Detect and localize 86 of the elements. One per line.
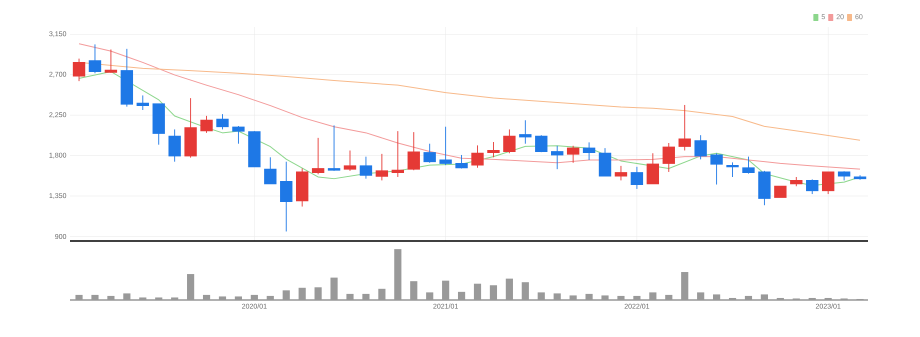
candlestick <box>216 114 229 130</box>
bar <box>330 278 338 300</box>
bar <box>187 274 194 300</box>
bar <box>346 294 354 300</box>
bar <box>234 296 242 300</box>
bar <box>633 296 640 300</box>
bar <box>282 290 290 300</box>
bar <box>123 293 130 300</box>
bar <box>474 284 482 300</box>
candlestick <box>614 165 628 181</box>
bar <box>490 285 498 300</box>
bar <box>218 296 226 300</box>
candlestick <box>822 171 834 195</box>
bar <box>298 288 306 300</box>
candlestick <box>88 44 102 74</box>
bar <box>362 294 370 300</box>
candlestick <box>360 156 372 180</box>
candlestick <box>630 166 644 190</box>
bar <box>107 296 114 300</box>
candlestick <box>104 49 118 74</box>
bar <box>155 297 162 300</box>
candlestick <box>455 154 468 169</box>
candlestick <box>487 142 500 158</box>
candlestick <box>72 58 86 82</box>
bar <box>697 292 704 300</box>
candlestick <box>662 142 675 172</box>
candlestick <box>678 104 691 151</box>
candlestick <box>582 142 596 160</box>
bar <box>554 293 561 300</box>
candlestick <box>806 178 818 195</box>
bar <box>250 294 258 300</box>
bar <box>458 292 466 300</box>
candlestick <box>535 134 548 153</box>
candlestick <box>519 120 532 144</box>
bar <box>665 294 672 300</box>
candlestick <box>566 145 580 164</box>
bar <box>75 294 83 300</box>
candlestick <box>312 137 324 175</box>
candlestick <box>280 161 292 232</box>
candlestick <box>408 132 420 171</box>
candlestick <box>726 162 739 178</box>
candlestick <box>392 130 404 178</box>
candlestick <box>551 145 564 170</box>
bar <box>522 282 529 300</box>
bar <box>91 294 99 300</box>
bar <box>171 297 178 300</box>
bar <box>538 292 545 300</box>
bar <box>649 292 656 300</box>
bar <box>426 292 434 300</box>
candlestick <box>790 176 802 187</box>
candlestick <box>774 186 787 198</box>
candlestick <box>264 156 276 184</box>
candlestick <box>471 144 484 168</box>
candlestick <box>328 124 340 172</box>
bar <box>394 249 402 300</box>
candlestick <box>424 143 436 164</box>
candlestick <box>710 152 723 185</box>
bar <box>570 295 577 300</box>
bar <box>617 296 625 300</box>
bar <box>202 294 210 300</box>
candlestick <box>838 170 850 181</box>
candlestick <box>136 94 149 110</box>
bar <box>506 278 513 300</box>
candlestick <box>742 156 755 174</box>
bar <box>744 296 752 300</box>
bar <box>378 288 386 300</box>
bar <box>442 280 450 300</box>
bar <box>139 297 146 300</box>
bar <box>681 272 688 300</box>
candlestick <box>168 128 181 162</box>
candlestick <box>439 126 452 166</box>
bar <box>585 294 593 300</box>
candlestick <box>376 153 388 181</box>
candlestick <box>200 115 213 134</box>
candlestick <box>598 148 612 176</box>
candlestick <box>503 128 516 154</box>
candlestick <box>232 126 245 144</box>
candlestick <box>694 134 707 160</box>
candlestick <box>646 152 660 184</box>
bar <box>760 294 768 300</box>
bar <box>410 281 418 300</box>
candlestick <box>344 150 356 172</box>
bar <box>266 296 274 300</box>
bar <box>601 295 609 300</box>
bar <box>713 294 720 300</box>
bar <box>314 287 322 300</box>
